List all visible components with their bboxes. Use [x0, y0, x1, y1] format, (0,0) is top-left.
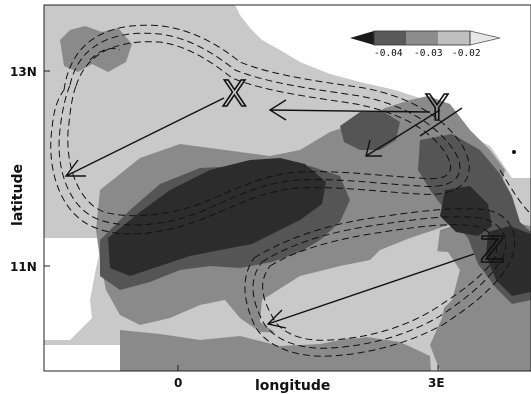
arrow-y-east: [419, 107, 463, 137]
arrow-x-west: [65, 97, 225, 177]
arrow-y-southwest-head: [365, 139, 382, 157]
colorbar-tick-3: -0.02: [452, 48, 481, 59]
contour-west-edge: [89, 47, 531, 215]
colorbar-cap-left: [350, 31, 374, 45]
colorbar-seg-1: [374, 31, 406, 45]
field-darkest-east: [440, 186, 492, 236]
colorbar-seg-3: [438, 31, 470, 45]
x-axis-label: longitude: [255, 378, 330, 394]
arrow-z-southwest: [267, 253, 475, 325]
arrow-y-southwest: [365, 109, 441, 157]
marker-dot: [512, 150, 516, 154]
mask-bottom-left: [44, 345, 120, 371]
colorbar-seg-2: [406, 31, 438, 45]
arrow-y-west-head: [268, 99, 287, 121]
arrow-x-west-head: [64, 159, 86, 177]
point-labels: X Y Z: [221, 73, 505, 272]
colorbar: -0.04 -0.03 -0.02: [350, 30, 501, 59]
mask-left: [44, 238, 100, 340]
trajectory-arrows: [64, 97, 475, 329]
field-light-south: [260, 250, 460, 340]
colorbar-tick-1: -0.04: [374, 48, 403, 59]
y-axis-label: latitude: [10, 164, 26, 226]
mask-top-right: [235, 5, 531, 178]
colorbar-tick-2: -0.03: [414, 48, 443, 59]
shaded-field: X Y Z: [44, 5, 531, 371]
y-tick-11n: 11N: [10, 260, 37, 274]
x-tick-3e: 3E: [428, 376, 445, 390]
field-dark-upper: [340, 112, 400, 150]
y-tick-13n: 13N: [10, 65, 37, 79]
field-mid-bottom: [120, 330, 431, 371]
plot-frame: [43, 4, 531, 372]
arrow-y-west: [269, 109, 431, 113]
x-tick-0: 0: [174, 376, 182, 390]
axis-ticks: [44, 70, 439, 371]
point-label-z: Z: [480, 230, 505, 271]
point-label-y: Y: [425, 88, 449, 129]
arrow-z-southwest-head: [266, 309, 287, 329]
field-darkest-core: [108, 158, 326, 276]
contour-north-loop: [50, 24, 470, 235]
contour-south-loop: [244, 208, 516, 357]
field-darkest-far-east: [486, 226, 531, 296]
colorbar-outline: [373, 30, 471, 46]
point-label-x: X: [222, 74, 247, 115]
